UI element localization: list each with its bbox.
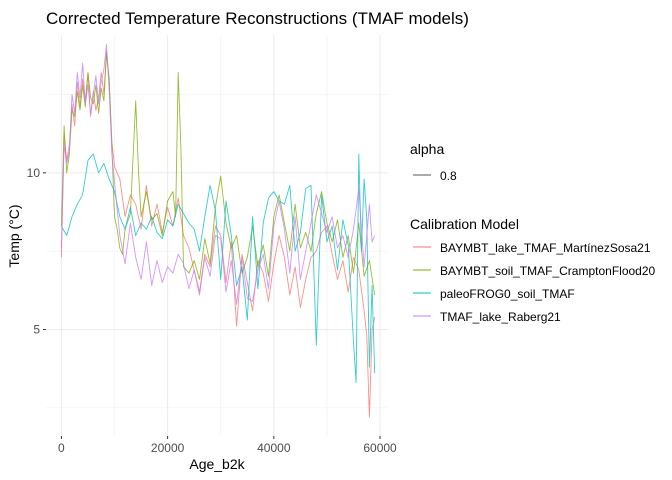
x-tick-label: 0 <box>58 441 65 455</box>
legend-label-3: paleoFROG0_soil_TMAF <box>440 287 575 301</box>
chart-title: Corrected Temperature Reconstructions (T… <box>46 9 469 28</box>
y-axis-title: Temp (°C) <box>6 204 22 267</box>
y-tick-label: 10 <box>27 166 41 180</box>
legend-alpha-title: alpha <box>410 141 444 157</box>
series-line-4 <box>60 43 376 305</box>
legend: alpha 0.8 Calibration Model BAYMBT_lake_… <box>410 141 656 324</box>
y-tick-label: 5 <box>33 322 40 336</box>
x-tick-label: 40000 <box>257 441 291 455</box>
legend-alpha-label: 0.8 <box>440 169 457 183</box>
x-tick-label: 20000 <box>151 441 185 455</box>
y-axis-ticks: 5 10 <box>27 166 46 336</box>
legend-label-1: BAYMBT_lake_TMAF_MartínezSosa21 <box>440 241 651 255</box>
legend-label-2: BAYMBT_soil_TMAF_CramptonFlood20 <box>440 264 656 278</box>
series-group <box>60 43 376 418</box>
legend-items: BAYMBT_lake_TMAF_MartínezSosa21 BAYMBT_so… <box>413 241 656 324</box>
x-tick-label: 60000 <box>363 441 397 455</box>
x-axis-ticks: 0 20000 40000 60000 <box>58 436 397 455</box>
x-axis-title: Age_b2k <box>189 456 245 472</box>
legend-label-4: TMAF_lake_Raberg21 <box>440 310 561 324</box>
series-line-3 <box>61 153 376 384</box>
grid <box>46 35 388 436</box>
legend-title: Calibration Model <box>410 216 519 232</box>
series-line-2 <box>60 50 376 296</box>
